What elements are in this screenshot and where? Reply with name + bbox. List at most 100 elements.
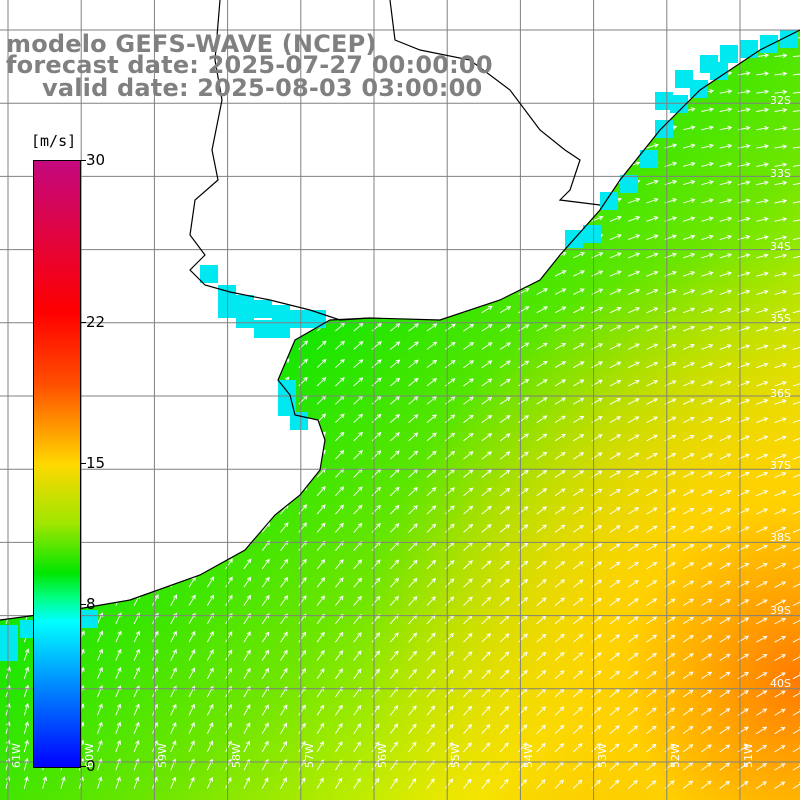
wind-arrow (719, 253, 733, 259)
wind-arrow (426, 378, 438, 387)
wind-arrow (554, 106, 568, 112)
wind-arrow (536, 51, 549, 58)
wind-arrow (261, 176, 273, 186)
wind-arrow (499, 578, 510, 588)
wind-arrow (335, 522, 344, 533)
wind-arrow (42, 119, 51, 131)
wind-arrow (719, 417, 732, 424)
wind-arrow (792, 763, 800, 771)
wind-arrow (792, 326, 800, 332)
wind-arrow (390, 377, 401, 387)
wind-arrow (701, 671, 713, 680)
wind-arrow (243, 394, 253, 405)
wind-arrow (133, 703, 140, 716)
wind-arrow (115, 502, 123, 515)
wind-arrow (225, 667, 233, 680)
wind-arrow (97, 739, 103, 753)
wind-arrow (97, 484, 104, 497)
wind-arrow (298, 231, 309, 240)
wind-arrow (5, 301, 13, 314)
wind-arrow (627, 471, 640, 478)
wind-arrow (133, 211, 143, 222)
wind-arrow (206, 649, 214, 661)
wind-arrow (5, 356, 13, 368)
wind-arrow (609, 779, 620, 789)
wind-arrow (463, 396, 474, 405)
wind-arrow (188, 703, 195, 716)
wind-arrow (481, 251, 494, 259)
wind-arrow (23, 429, 31, 442)
wind-arrow (188, 321, 198, 332)
wind-arrow (353, 650, 362, 661)
wind-arrow (335, 304, 346, 314)
wind-arrow (610, 16, 622, 20)
wind-arrow (261, 649, 270, 661)
wind-arrow (701, 508, 713, 515)
wind-arrow (133, 266, 143, 277)
wind-arrow (463, 414, 474, 423)
wind-arrow (133, 648, 140, 661)
wind-arrow (280, 431, 290, 442)
low-wind-cell (670, 95, 688, 113)
wind-arrow (536, 87, 549, 94)
wind-arrow (682, 143, 696, 149)
wind-arrow (573, 470, 585, 478)
wind-arrow (499, 287, 512, 295)
wind-arrow (335, 704, 343, 716)
wind-arrow (609, 597, 621, 606)
wind-arrow (152, 193, 162, 204)
wind-arrow (78, 138, 88, 149)
wind-arrow (792, 308, 800, 314)
wind-arrow (371, 286, 383, 295)
wind-arrow (316, 249, 328, 259)
wind-arrow (701, 653, 713, 661)
wind-arrow (463, 160, 475, 167)
wind-arrow (152, 503, 160, 515)
wind-arrow (170, 339, 179, 350)
wind-arrow (23, 411, 31, 423)
wind-arrow (646, 507, 658, 515)
wind-arrow (572, 779, 583, 789)
wind-arrow (444, 741, 454, 753)
wind-arrow (261, 667, 269, 680)
wind-arrow (354, 14, 365, 20)
wind-arrow (280, 667, 288, 680)
wind-arrow (682, 635, 694, 643)
wind-arrow (225, 430, 234, 442)
wind-arrow (719, 617, 731, 625)
wind-arrow (23, 283, 32, 295)
wind-arrow (316, 777, 324, 789)
wind-arrow (554, 179, 567, 186)
wind-arrow (78, 120, 88, 131)
wind-arrow (719, 635, 731, 643)
wind-arrow (408, 323, 419, 332)
wind-arrow (774, 180, 788, 186)
wind-arrow (97, 557, 104, 570)
wind-arrow (170, 302, 180, 314)
wind-arrow (536, 361, 548, 369)
wind-arrow (499, 160, 512, 167)
wind-arrow (389, 668, 399, 680)
wind-arrow (554, 288, 567, 295)
wind-arrow (371, 632, 381, 643)
wind-arrow (188, 485, 197, 497)
wind-arrow (225, 485, 234, 497)
wind-arrow (682, 707, 694, 716)
wind-arrow (774, 672, 786, 680)
wind-arrow (298, 522, 307, 533)
wind-arrow (298, 595, 307, 606)
wind-arrow (97, 174, 107, 185)
wind-arrow (628, 33, 641, 39)
wind-arrow (609, 634, 621, 643)
wind-arrow (261, 777, 269, 789)
wind-arrow (463, 269, 475, 277)
wind-arrow (774, 144, 788, 149)
wind-arrow (701, 143, 714, 149)
wind-arrow (97, 211, 106, 222)
wind-arrow (206, 503, 215, 515)
wind-arrow (170, 248, 180, 259)
wind-arrow (389, 595, 399, 606)
wind-arrow (774, 781, 786, 789)
wind-arrow (226, 13, 236, 20)
wind-arrow (646, 52, 660, 58)
